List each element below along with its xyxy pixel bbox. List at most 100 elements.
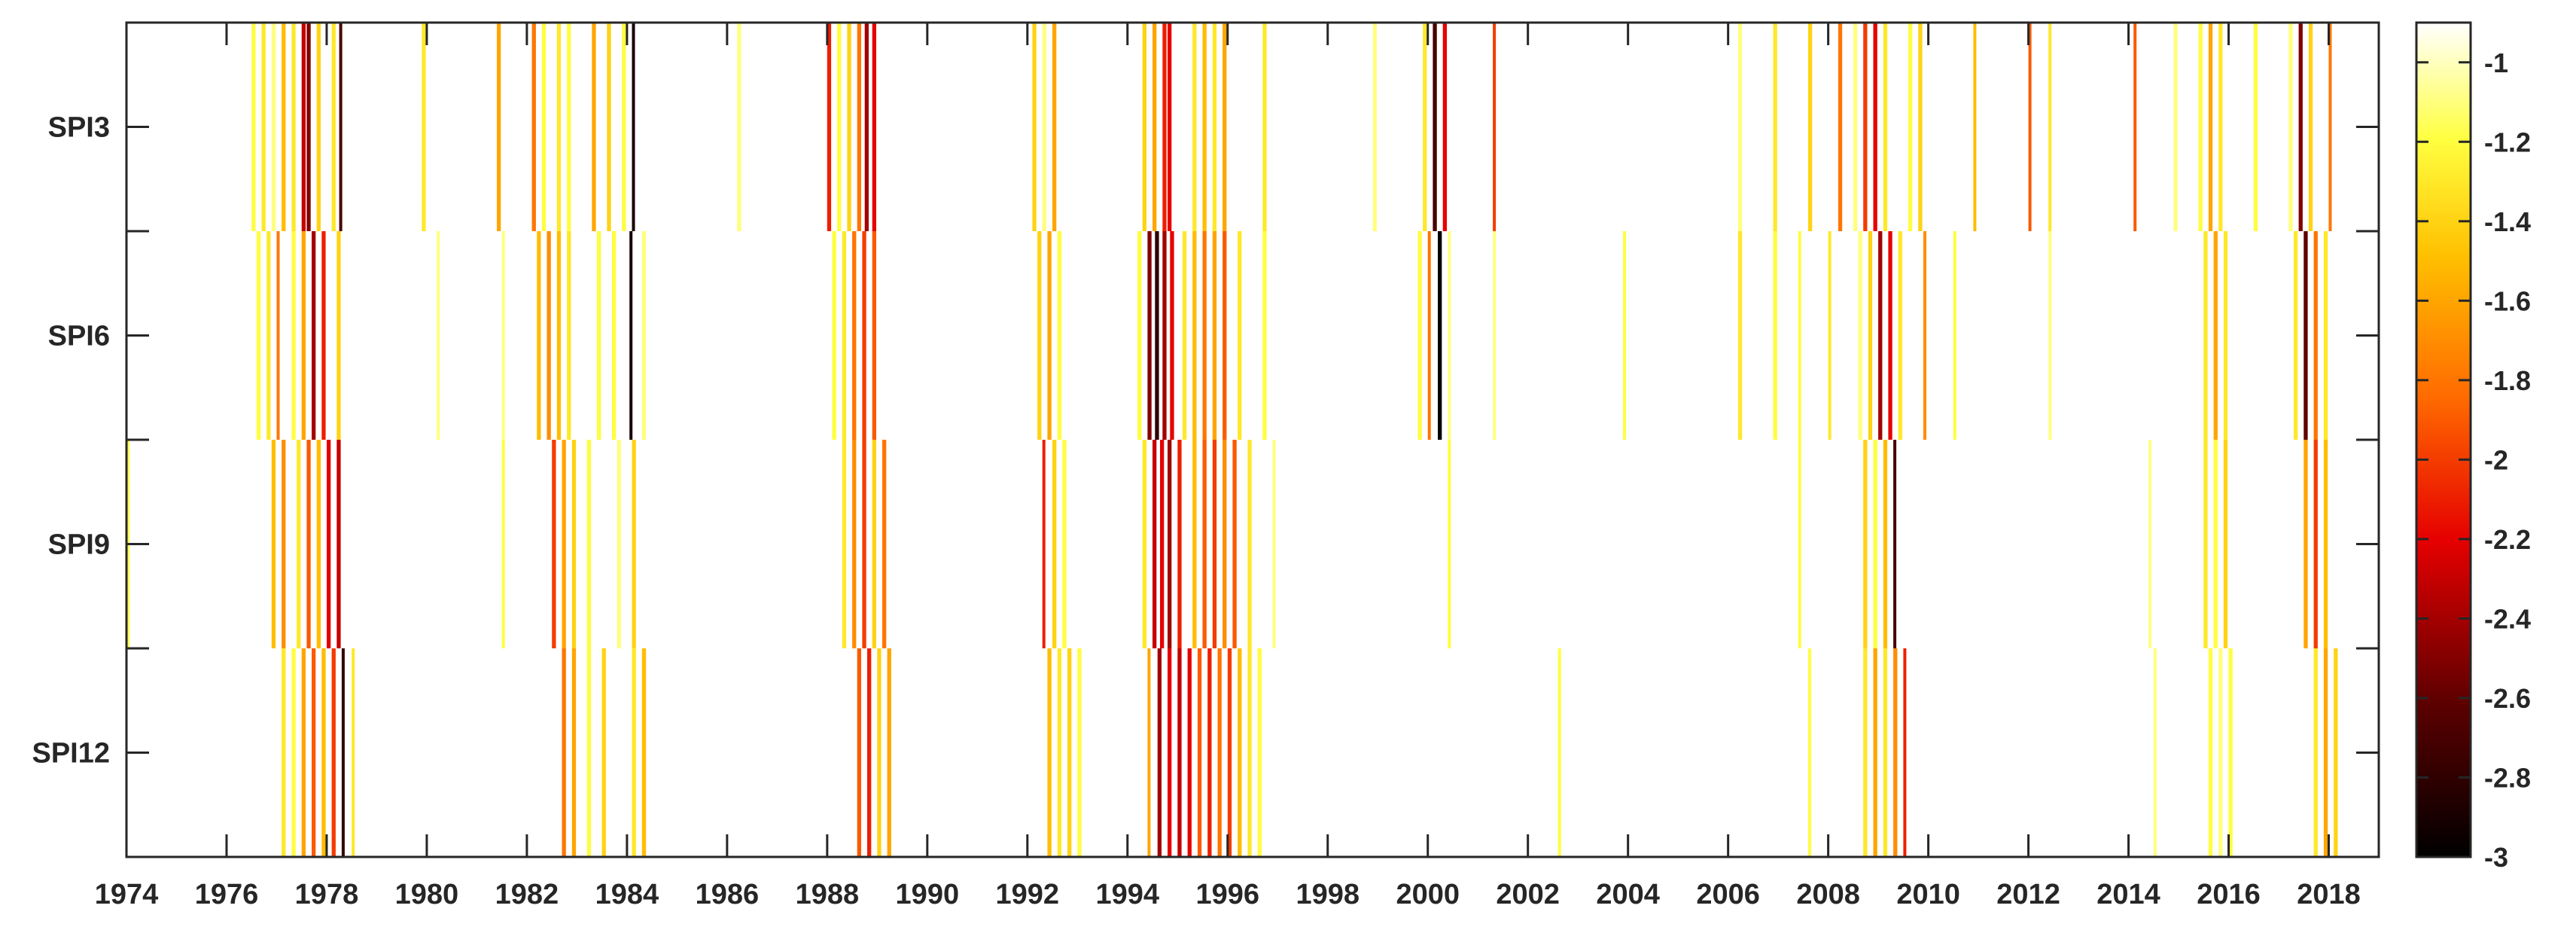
heat-cell-spi9 (1893, 440, 1897, 648)
heat-cell-spi9 (2213, 440, 2218, 648)
heat-cell-spi12 (312, 648, 316, 857)
heat-cell-spi3 (1883, 23, 1888, 231)
heat-cell-spi12 (1863, 648, 1868, 857)
heat-cell-spi12 (867, 648, 872, 857)
heat-cell-spi9 (1232, 440, 1237, 648)
heat-cell-spi3 (1863, 23, 1868, 231)
heat-cell-spi12 (1168, 648, 1172, 857)
heat-cell-spi3 (857, 23, 861, 231)
heat-cell-spi6 (266, 231, 271, 440)
heat-cell-spi9 (336, 440, 341, 648)
x-tick-label: 2000 (1396, 879, 1460, 910)
heat-cell-spi6 (336, 231, 341, 440)
heat-cell-spi9 (1153, 440, 1157, 648)
heat-cell-spi3 (864, 23, 869, 231)
colorbar-gradient (2416, 23, 2471, 857)
heat-cell-spi9 (282, 440, 286, 648)
heat-cell-spi3 (2048, 23, 2052, 231)
heat-cell-spi3 (1973, 23, 1977, 231)
x-tick-label: 2016 (2197, 879, 2261, 910)
heat-cell-spi9 (1202, 440, 1207, 648)
heat-cell-spi6 (2213, 231, 2218, 440)
heat-cell-spi12 (1177, 648, 1182, 857)
heat-cell-spi6 (1162, 231, 1167, 440)
heat-cell-spi9 (1272, 440, 1276, 648)
heat-cell-spi6 (1623, 231, 1626, 440)
heat-cell-spi3 (847, 23, 851, 231)
heat-cell-spi6 (1212, 231, 1217, 440)
colorbar-tick-label: -3 (2484, 842, 2508, 873)
heat-cell-spi12 (877, 648, 882, 857)
heat-cell-spi6 (1417, 231, 1422, 440)
heat-cell-spi12 (341, 648, 345, 857)
heat-cell-spi12 (571, 648, 577, 857)
heat-cell-spi12 (2228, 648, 2233, 857)
heat-cell-spi6 (1192, 231, 1197, 440)
heat-cell-spi6 (2294, 231, 2298, 440)
heat-cell-spi3 (567, 23, 571, 231)
heat-cell-spi3 (1737, 23, 1743, 231)
heat-cell-spi3 (607, 23, 611, 231)
heat-cell-spi3 (331, 23, 336, 231)
x-tick-label: 2008 (1796, 879, 1860, 910)
heat-cell-spi6 (2048, 231, 2052, 440)
heat-cell-spi6 (1878, 231, 1883, 440)
heat-cell-spi12 (1157, 648, 1162, 857)
colorbar: -1 -1.2 -1.4 -1.6 -1.8 -2 -2.2 -2.4 -2.6 -2.8 -3 (2415, 21, 2531, 873)
heat-cell-spi6 (1868, 231, 1873, 440)
colorbar-tick-label: -1.2 (2484, 127, 2531, 157)
heat-cell-spi9 (327, 440, 331, 648)
x-tick-label: 1994 (1096, 879, 1160, 910)
heat-cell-spi3 (1262, 23, 1267, 231)
heat-cell-spi6 (842, 231, 847, 440)
heat-cell-spi3 (2028, 23, 2032, 231)
plot-background (126, 23, 2379, 857)
heat-cell-spi3 (261, 23, 266, 231)
heat-cell-spi9 (571, 440, 577, 648)
heat-cell-spi6 (1427, 231, 1431, 440)
colorbar-tick-label: -2 (2484, 444, 2508, 475)
heat-cell-spi3 (2298, 23, 2303, 231)
heat-cell-spi9 (1142, 440, 1146, 648)
heat-cell-spi9 (852, 440, 857, 648)
heat-cell-spi3 (2173, 23, 2178, 231)
heat-cell-spi3 (422, 23, 426, 231)
heat-cell-spi6 (597, 231, 601, 440)
heat-cell-spi6 (1858, 231, 1862, 440)
axes: SPI3 SPI6 SPI9 SPI12 1974 1976 1978 1980 1982 198… (32, 21, 2380, 910)
heat-cell-spi9 (2203, 440, 2208, 648)
heat-cell-spi9 (2323, 440, 2328, 648)
x-tick-label: 2018 (2297, 879, 2361, 910)
heat-cell-spi9 (872, 440, 876, 648)
x-tick-label: 1996 (1195, 879, 1259, 910)
heat-cell-spi6 (256, 231, 261, 440)
heat-cell-spi6 (556, 231, 562, 440)
heat-cell-spi6 (1773, 231, 1777, 440)
heat-cell-spi9 (552, 440, 556, 648)
heat-cell-spi12 (2323, 648, 2328, 857)
heat-cell-spi3 (1838, 23, 1843, 231)
heat-cell-spi9 (1042, 440, 1046, 648)
colorbar-tick-label: -1.6 (2484, 285, 2531, 316)
heat-cell-spi6 (1448, 231, 1451, 440)
heat-cell-spi3 (541, 23, 547, 231)
heat-cell-spi6 (611, 231, 617, 440)
heat-cell-spi9 (501, 440, 505, 648)
heat-cell-spi9 (1863, 440, 1868, 648)
heat-cell-spi6 (537, 231, 541, 440)
heat-cell-spi3 (622, 23, 626, 231)
heat-cell-spi6 (1170, 231, 1174, 440)
heat-cell-spi3 (632, 23, 635, 231)
heatmap-cells (126, 23, 2338, 857)
heat-cell-spi9 (1192, 440, 1197, 648)
heat-cell-spi9 (2223, 440, 2228, 648)
heat-cell-spi3 (1918, 23, 1923, 231)
heat-cell-spi6 (1438, 231, 1442, 440)
x-tick-label: 1992 (996, 879, 1060, 910)
heat-cell-spi6 (1137, 231, 1142, 440)
heat-cell-spi3 (1162, 23, 1167, 231)
heat-cell-spi9 (1448, 440, 1451, 648)
heat-cell-spi6 (2303, 231, 2308, 440)
heat-cell-spi6 (301, 231, 306, 440)
